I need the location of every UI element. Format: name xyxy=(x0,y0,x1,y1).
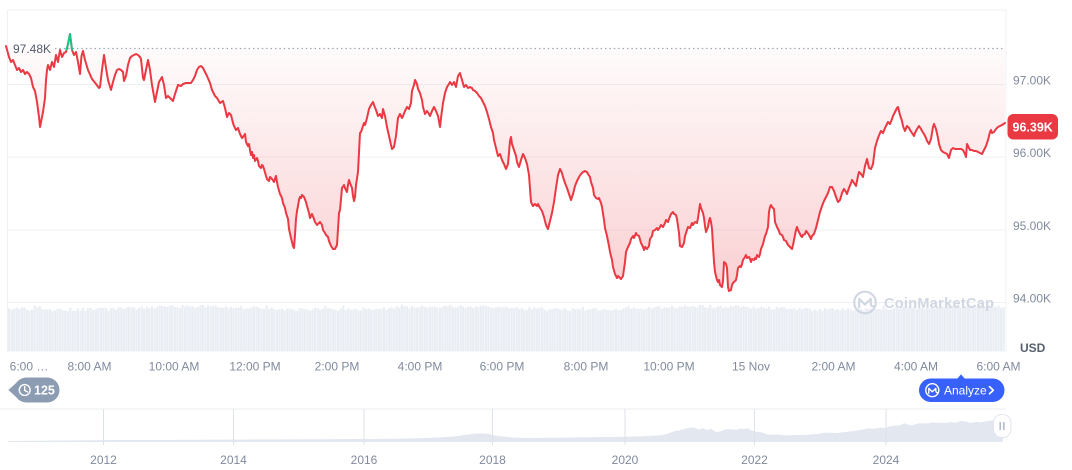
svg-text:2:00 PM: 2:00 PM xyxy=(315,360,360,374)
svg-text:6:00 AM: 6:00 AM xyxy=(976,360,1020,374)
svg-text:2018: 2018 xyxy=(479,453,506,467)
svg-text:2012: 2012 xyxy=(90,453,117,467)
svg-text:4:00 PM: 4:00 PM xyxy=(398,360,443,374)
svg-text:8:00 PM: 8:00 PM xyxy=(564,360,609,374)
svg-text:96.39K: 96.39K xyxy=(1013,120,1053,134)
svg-text:2:00 AM: 2:00 AM xyxy=(811,360,855,374)
svg-text:10:00 PM: 10:00 PM xyxy=(643,360,694,374)
svg-text:97.48K: 97.48K xyxy=(13,42,51,56)
svg-text:2020: 2020 xyxy=(612,453,639,467)
svg-text:15 Nov: 15 Nov xyxy=(732,360,770,374)
svg-text:6:00 PM: 6:00 PM xyxy=(480,360,525,374)
svg-text:6:00 …: 6:00 … xyxy=(10,360,49,374)
svg-text:USD: USD xyxy=(1020,341,1046,355)
svg-text:CoinMarketCap: CoinMarketCap xyxy=(884,296,994,312)
svg-text:Analyze: Analyze xyxy=(944,384,987,398)
svg-text:95.00K: 95.00K xyxy=(1013,219,1051,233)
svg-text:8:00 AM: 8:00 AM xyxy=(67,360,111,374)
svg-text:94.00K: 94.00K xyxy=(1013,292,1051,306)
svg-text:10:00 AM: 10:00 AM xyxy=(149,360,200,374)
svg-text:2022: 2022 xyxy=(741,453,768,467)
svg-text:96.00K: 96.00K xyxy=(1013,146,1051,160)
svg-text:2024: 2024 xyxy=(873,453,900,467)
svg-text:2016: 2016 xyxy=(351,453,378,467)
svg-text:2014: 2014 xyxy=(220,453,247,467)
svg-text:12:00 PM: 12:00 PM xyxy=(229,360,280,374)
svg-text:4:00 AM: 4:00 AM xyxy=(894,360,938,374)
svg-text:97.00K: 97.00K xyxy=(1013,74,1051,88)
svg-text:125: 125 xyxy=(34,384,55,398)
